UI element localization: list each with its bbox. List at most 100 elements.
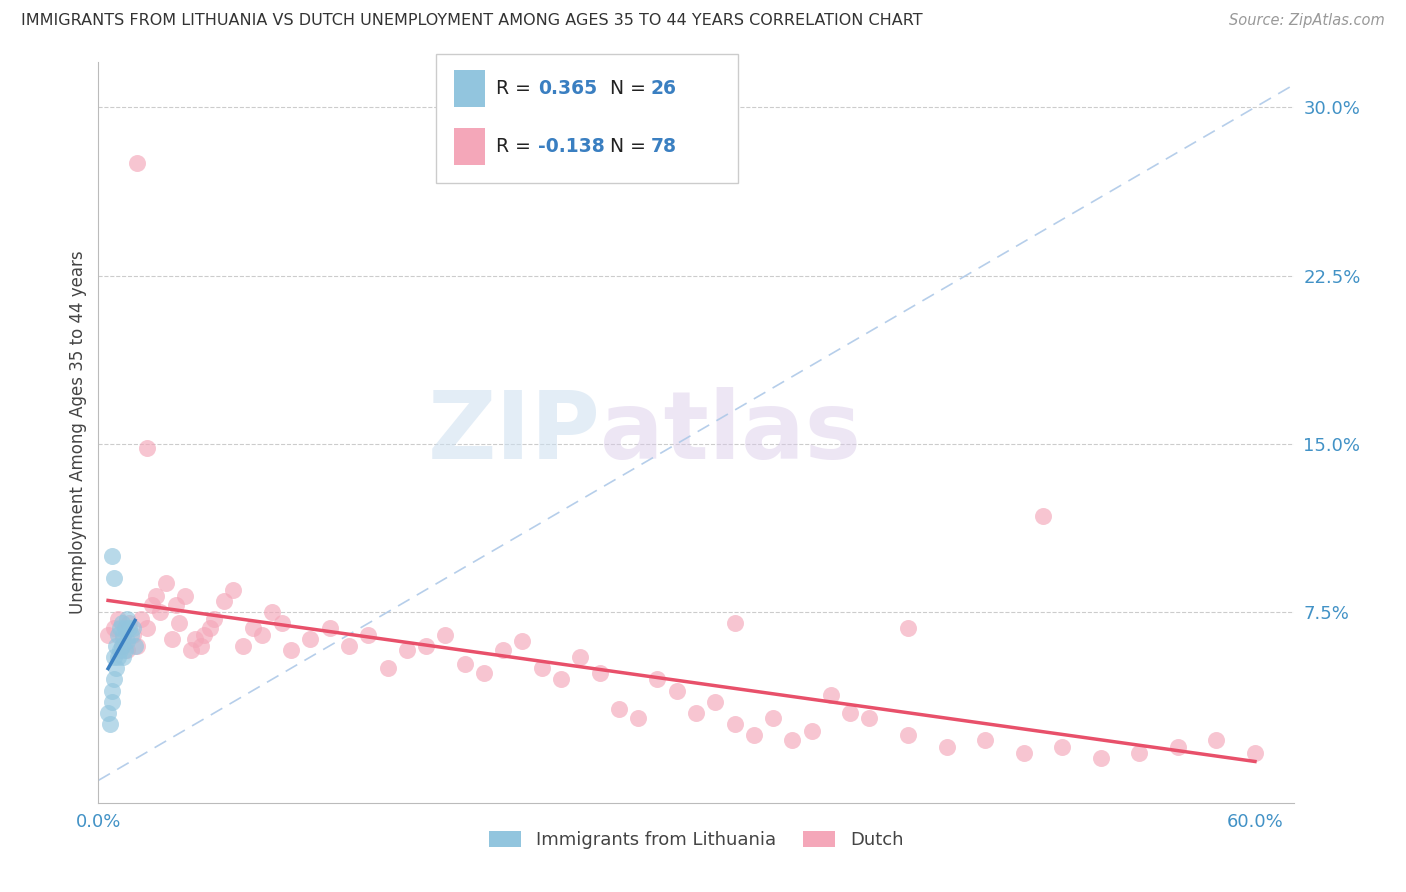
Point — [104, 639, 127, 653]
Point — [141, 599, 163, 613]
Point — [114, 643, 136, 657]
Point — [588, 665, 610, 680]
Point — [97, 706, 120, 720]
Point — [129, 612, 152, 626]
Point — [1090, 751, 1112, 765]
Point — [107, 650, 129, 665]
Point — [110, 639, 132, 653]
Point — [1012, 747, 1035, 761]
Point — [155, 576, 177, 591]
Point — [103, 673, 125, 687]
Text: IMMIGRANTS FROM LITHUANIA VS DUTCH UNEMPLOYMENT AMONG AGES 35 TO 44 YEARS CORREL: IMMIGRANTS FROM LITHUANIA VS DUTCH UNEMP… — [21, 13, 922, 29]
Point — [97, 627, 120, 641]
Point — [280, 643, 302, 657]
Point — [125, 156, 148, 170]
Point — [122, 627, 145, 641]
Point — [118, 621, 141, 635]
Point — [685, 706, 707, 720]
Point — [492, 643, 515, 657]
Point — [114, 621, 136, 635]
Point — [935, 739, 957, 754]
Point — [98, 717, 121, 731]
Y-axis label: Unemployment Among Ages 35 to 44 years: Unemployment Among Ages 35 to 44 years — [69, 251, 87, 615]
Point — [1205, 733, 1227, 747]
Point — [135, 621, 157, 635]
Point — [112, 627, 135, 641]
Point — [117, 643, 139, 657]
Point — [260, 605, 283, 619]
Text: N =: N = — [598, 78, 651, 98]
Point — [103, 571, 125, 585]
Point — [169, 616, 191, 631]
Point — [202, 612, 225, 626]
Point — [472, 665, 495, 680]
Point — [117, 612, 139, 626]
Point — [110, 639, 132, 653]
Point — [782, 733, 804, 747]
Point — [723, 616, 745, 631]
Point — [212, 594, 235, 608]
Text: -0.138: -0.138 — [538, 136, 605, 156]
Point — [112, 632, 135, 646]
Point — [107, 612, 129, 626]
Text: 26: 26 — [651, 78, 676, 98]
Point — [415, 639, 437, 653]
Point — [357, 627, 380, 641]
Point — [1128, 747, 1150, 761]
Point — [800, 724, 823, 739]
Point — [200, 621, 222, 635]
Text: 0.365: 0.365 — [538, 78, 598, 98]
Point — [180, 643, 202, 657]
Point — [512, 634, 534, 648]
Text: atlas: atlas — [600, 386, 862, 479]
Text: Source: ZipAtlas.com: Source: ZipAtlas.com — [1229, 13, 1385, 29]
Point — [897, 621, 920, 635]
Point — [377, 661, 399, 675]
Point — [117, 634, 139, 648]
Point — [665, 683, 688, 698]
Point — [839, 706, 862, 720]
Point — [242, 621, 264, 635]
Text: N =: N = — [598, 136, 651, 156]
Point — [1050, 739, 1073, 754]
Point — [299, 632, 322, 646]
Point — [395, 643, 418, 657]
Point — [222, 582, 245, 597]
Point — [149, 605, 172, 619]
Point — [762, 710, 785, 724]
Point — [252, 627, 274, 641]
Point — [135, 442, 157, 456]
Point — [1167, 739, 1189, 754]
Point — [104, 661, 127, 675]
Point — [337, 639, 360, 653]
Point — [108, 621, 131, 635]
Legend: Immigrants from Lithuania, Dutch: Immigrants from Lithuania, Dutch — [481, 824, 911, 856]
Point — [112, 650, 135, 665]
Point — [184, 632, 207, 646]
Point — [125, 639, 148, 653]
Point — [647, 673, 669, 687]
Point — [190, 639, 212, 653]
Point — [110, 616, 132, 631]
Point — [550, 673, 572, 687]
Point — [165, 599, 187, 613]
Point — [897, 729, 920, 743]
Point — [101, 695, 124, 709]
Point — [101, 549, 124, 563]
Point — [270, 616, 292, 631]
Point — [1244, 747, 1267, 761]
Point — [174, 590, 197, 604]
Point — [858, 710, 880, 724]
Point — [453, 657, 475, 671]
Text: 78: 78 — [651, 136, 676, 156]
Point — [704, 695, 727, 709]
Point — [607, 701, 630, 715]
Point — [120, 627, 142, 641]
Point — [101, 683, 124, 698]
Point — [319, 621, 342, 635]
Point — [108, 643, 131, 657]
Point — [742, 729, 765, 743]
Point — [160, 632, 183, 646]
Point — [723, 717, 745, 731]
Text: R =: R = — [496, 136, 537, 156]
